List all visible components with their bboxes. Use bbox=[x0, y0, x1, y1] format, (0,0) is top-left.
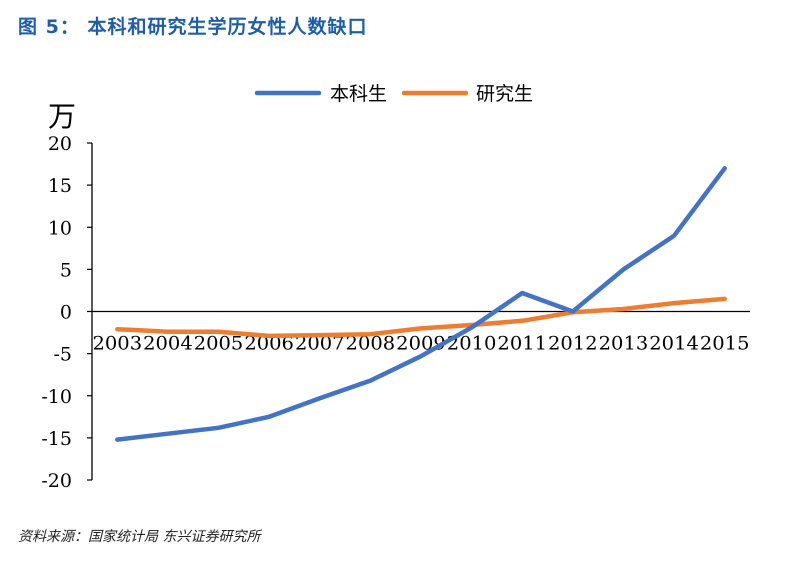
y-tick-label: 5 bbox=[60, 259, 72, 281]
source-note: 资料来源：国家统计局 东兴证券研究所 bbox=[18, 529, 261, 545]
x-tick-label: 2012 bbox=[548, 333, 598, 355]
x-tick-label: 2005 bbox=[194, 333, 244, 355]
y-tick-label: 20 bbox=[48, 133, 72, 155]
series-line-0 bbox=[115, 166, 727, 442]
x-tick-label: 2011 bbox=[497, 333, 547, 355]
y-tick-label: -20 bbox=[41, 470, 72, 492]
y-tick-label: -15 bbox=[41, 428, 72, 450]
x-tick-label: 2015 bbox=[700, 333, 750, 355]
y-tick-labels: 20 15 10 5 0 -5 -10 -15 -20 bbox=[41, 133, 72, 492]
y-tick-label: 0 bbox=[60, 302, 72, 324]
y-axis-unit-label: 万 bbox=[48, 100, 76, 133]
x-tick-label: 2013 bbox=[599, 333, 649, 355]
series-line-1 bbox=[115, 296, 727, 339]
y-tick-label: -10 bbox=[41, 386, 72, 408]
x-tick-label: 2007 bbox=[295, 333, 345, 355]
x-tick-label: 2014 bbox=[649, 333, 699, 355]
y-tick-label: -5 bbox=[53, 344, 72, 366]
x-tick-label: 2010 bbox=[447, 333, 497, 355]
x-tick-label: 2003 bbox=[93, 333, 143, 355]
y-tick-label: 10 bbox=[48, 217, 72, 239]
legend-label-0: 本科生 bbox=[330, 83, 387, 105]
legend-label-1: 研究生 bbox=[476, 83, 533, 105]
x-tick-label: 2008 bbox=[346, 333, 396, 355]
x-tick-label: 2009 bbox=[396, 333, 446, 355]
legend: 本科生 研究生 bbox=[254, 83, 533, 105]
chart-axes bbox=[87, 142, 750, 481]
x-tick-label: 2006 bbox=[244, 333, 294, 355]
series-lines bbox=[115, 166, 727, 442]
y-tick-label: 15 bbox=[48, 175, 72, 197]
x-tick-labels: 2003 2004 2005 2006 2007 2008 2009 2010 2011 2012… bbox=[93, 333, 750, 355]
x-tick-label: 2004 bbox=[143, 333, 193, 355]
figure-title: 图 5： 本科和研究生学历女性人数缺口 bbox=[18, 16, 368, 38]
